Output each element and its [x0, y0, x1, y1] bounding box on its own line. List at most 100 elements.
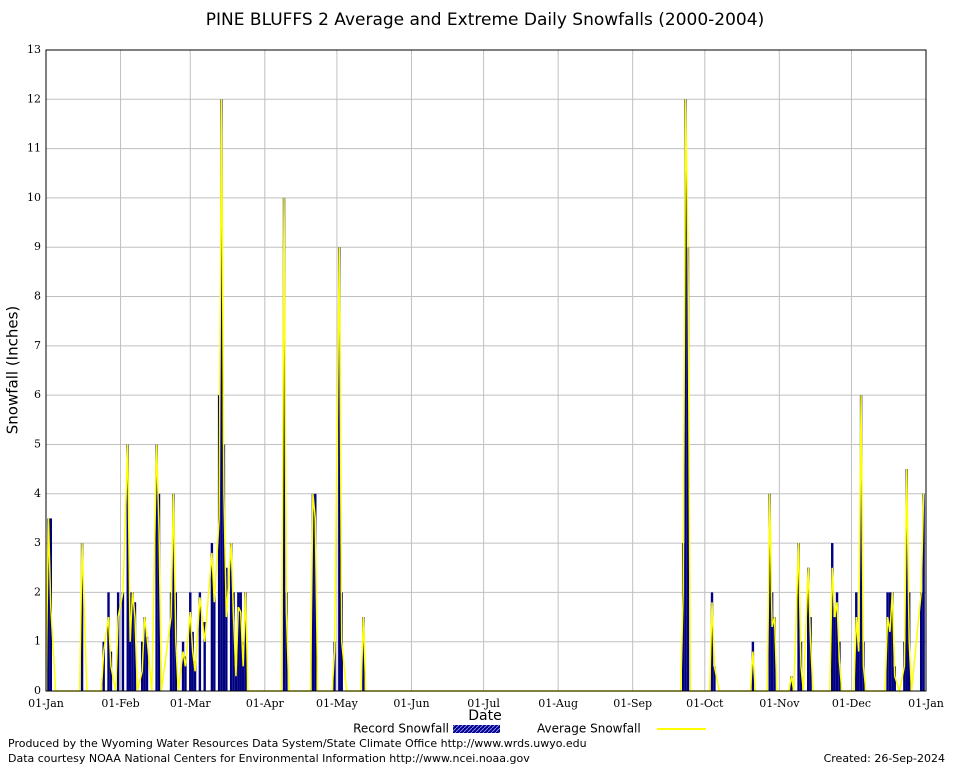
x-tick-label: 01-Mar: [170, 697, 212, 710]
y-axis-label: Snowfall (Inches): [4, 306, 22, 434]
bar: [107, 592, 110, 691]
bar: [210, 543, 214, 691]
x-tick-label: 01-Aug: [538, 697, 578, 710]
y-tick-label: 0: [34, 684, 41, 697]
bar: [886, 592, 889, 691]
bar: [751, 641, 755, 691]
bar: [314, 493, 317, 691]
bar: [362, 617, 365, 691]
bar: [143, 617, 146, 691]
x-tick-label: 01-May: [316, 697, 359, 710]
footer-text: Produced by the Wyoming Water Resources …: [8, 737, 587, 750]
x-tick-label: 01-Jun: [393, 697, 429, 710]
bar: [234, 666, 238, 691]
bar: [806, 567, 810, 691]
bar: [333, 641, 336, 691]
x-tick-label: 01-Feb: [101, 697, 139, 710]
y-tick-label: 4: [34, 487, 41, 500]
bar: [905, 469, 908, 691]
bar: [891, 592, 894, 691]
y-tick-label: 9: [34, 240, 41, 253]
bar: [229, 543, 233, 691]
y-tick-label: 7: [34, 339, 41, 352]
bar: [102, 641, 105, 691]
x-tick-label: 01-Apr: [246, 697, 285, 710]
bar: [285, 592, 288, 691]
bar: [157, 493, 161, 691]
legend-label: Record Snowfall: [353, 722, 449, 736]
bar: [770, 592, 774, 691]
bar: [198, 592, 202, 691]
bar: [859, 395, 863, 691]
bar: [833, 617, 836, 691]
bar: [155, 444, 158, 691]
bar: [217, 395, 221, 691]
bar: [855, 592, 858, 691]
x-tick-label: 01-Oct: [686, 697, 724, 710]
y-tick-label: 8: [34, 290, 41, 303]
bar: [203, 621, 206, 691]
bar: [47, 518, 50, 691]
bar: [184, 656, 187, 691]
x-tick-label: 01-Jul: [467, 697, 500, 710]
bar: [131, 592, 134, 691]
y-tick-label: 12: [27, 92, 41, 105]
bar: [768, 493, 771, 691]
bar: [919, 592, 923, 691]
bar: [686, 247, 690, 691]
legend-label: Average Snowfall: [537, 722, 641, 736]
bar: [922, 493, 925, 691]
x-tick-label: 01-Nov: [759, 697, 800, 710]
bar: [790, 676, 793, 691]
bar: [189, 592, 192, 691]
bar: [338, 247, 341, 691]
y-tick-label: 10: [27, 191, 41, 204]
bar: [244, 592, 247, 691]
bar: [225, 567, 228, 691]
bar: [181, 641, 185, 691]
y-tick-label: 6: [34, 388, 41, 401]
bar: [172, 493, 175, 691]
bar: [232, 592, 235, 691]
bar: [213, 592, 216, 691]
x-tick-label: 01-Jan: [908, 697, 944, 710]
bar: [80, 543, 84, 691]
x-tick-label: 01-Dec: [832, 697, 871, 710]
bar: [169, 592, 173, 691]
bar: [710, 592, 714, 691]
footer-text: Created: 26-Sep-2024: [824, 752, 945, 765]
bar: [126, 444, 129, 691]
bar: [121, 592, 125, 691]
y-tick-label: 2: [34, 585, 41, 598]
x-tick-label: 01-Jan: [28, 697, 64, 710]
bar: [684, 99, 687, 692]
y-tick-label: 1: [34, 635, 41, 648]
bar: [193, 661, 197, 691]
bar: [893, 666, 896, 691]
bar: [713, 666, 716, 691]
bar: [220, 99, 223, 692]
legend-swatch: [453, 725, 500, 733]
bar: [133, 602, 137, 691]
bar: [888, 592, 892, 691]
bar: [116, 592, 120, 691]
bar: [773, 617, 776, 691]
bar: [239, 592, 242, 691]
x-axis-label: Date: [468, 708, 501, 724]
x-tick-label: 01-Sep: [613, 697, 652, 710]
y-tick-label: 3: [34, 536, 41, 549]
bar: [145, 636, 149, 691]
bar: [835, 592, 839, 691]
chart-title: PINE BLUFFS 2 Average and Extreme Daily …: [206, 10, 764, 30]
bar: [191, 631, 194, 691]
y-tick-label: 13: [27, 43, 41, 56]
bar: [222, 444, 226, 691]
footer-text: Data courtesy NOAA National Centers for …: [8, 752, 530, 765]
bar: [797, 543, 800, 691]
y-tick-label: 11: [27, 142, 41, 155]
bar: [237, 592, 240, 691]
bar: [831, 543, 834, 691]
y-tick-label: 5: [34, 437, 41, 450]
bar: [857, 641, 860, 691]
